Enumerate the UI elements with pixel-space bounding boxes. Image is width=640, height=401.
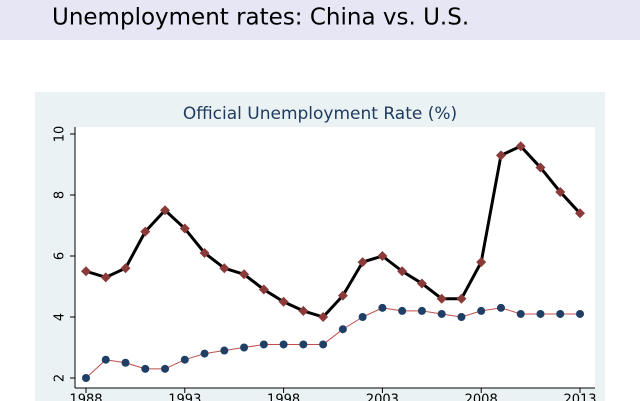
marker bbox=[258, 284, 269, 295]
marker bbox=[476, 257, 487, 268]
marker bbox=[477, 306, 486, 315]
marker bbox=[199, 247, 210, 258]
marker bbox=[318, 312, 329, 322]
marker bbox=[161, 364, 170, 373]
marker bbox=[121, 358, 130, 367]
marker bbox=[239, 269, 250, 280]
plot-area bbox=[75, 127, 595, 388]
y-tick-label: 8 bbox=[53, 191, 68, 199]
marker bbox=[101, 355, 110, 364]
marker bbox=[377, 251, 388, 261]
marker bbox=[417, 306, 426, 315]
y-tick-label: 2 bbox=[53, 374, 68, 382]
y-tick-label: 10 bbox=[53, 126, 68, 143]
title-band bbox=[0, 0, 640, 40]
marker bbox=[456, 293, 467, 304]
marker bbox=[536, 309, 545, 318]
marker bbox=[219, 263, 230, 274]
slide-title: Unemployment rates: China vs. U.S. bbox=[52, 5, 469, 31]
marker bbox=[298, 305, 309, 316]
marker bbox=[358, 313, 367, 321]
marker bbox=[575, 208, 585, 219]
x-tick-label: 1993 bbox=[168, 393, 201, 401]
marker bbox=[279, 340, 288, 349]
marker bbox=[299, 340, 308, 349]
marker bbox=[516, 309, 525, 318]
marker bbox=[495, 150, 506, 161]
marker bbox=[100, 272, 111, 283]
marker bbox=[378, 303, 387, 312]
marker bbox=[457, 313, 466, 321]
x-tick-label: 1998 bbox=[267, 393, 300, 401]
marker bbox=[278, 296, 289, 307]
x-tick-label: 1988 bbox=[69, 393, 102, 401]
marker bbox=[240, 343, 249, 352]
marker bbox=[200, 349, 209, 358]
series-line bbox=[85, 144, 582, 319]
marker bbox=[220, 346, 229, 355]
marker bbox=[338, 325, 347, 334]
marker bbox=[535, 162, 546, 173]
y-tick-label: 6 bbox=[53, 252, 68, 260]
chart-title: Official Unemployment Rate (%) bbox=[183, 104, 457, 124]
marker bbox=[515, 141, 526, 152]
marker bbox=[416, 278, 427, 289]
marker bbox=[160, 205, 171, 216]
marker bbox=[82, 374, 90, 382]
marker bbox=[496, 303, 505, 312]
marker bbox=[436, 293, 447, 304]
y-tick-label: 4 bbox=[53, 313, 68, 321]
marker bbox=[337, 290, 348, 301]
marker bbox=[397, 266, 408, 277]
x-tick-label: 2013 bbox=[563, 393, 596, 401]
marker bbox=[81, 266, 91, 277]
marker bbox=[179, 223, 190, 234]
marker bbox=[398, 306, 407, 315]
marker bbox=[576, 309, 584, 318]
marker bbox=[140, 226, 151, 237]
x-tick-label: 2003 bbox=[366, 393, 399, 401]
marker bbox=[141, 364, 150, 373]
marker bbox=[319, 340, 328, 349]
x-tick-label: 2008 bbox=[465, 393, 498, 401]
marker bbox=[357, 257, 368, 268]
marker bbox=[120, 263, 131, 274]
marker bbox=[259, 340, 268, 349]
marker bbox=[555, 186, 566, 197]
marker bbox=[556, 309, 565, 318]
marker bbox=[180, 355, 189, 364]
marker bbox=[437, 309, 446, 318]
